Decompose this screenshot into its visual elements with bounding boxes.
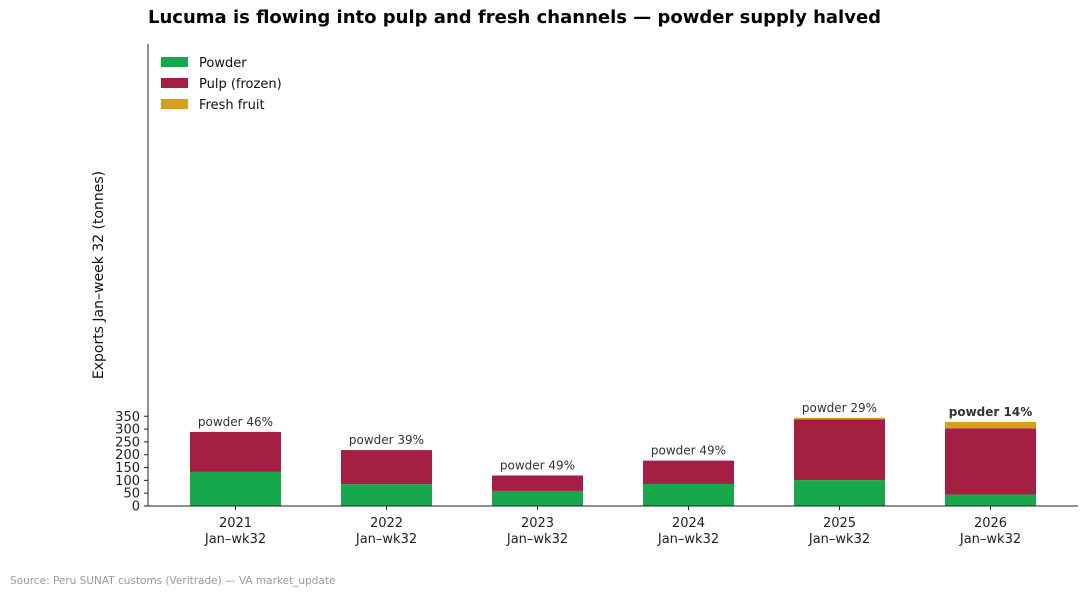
bar-segment-fresh-2025 — [794, 417, 885, 420]
bar-segment-powder-2023 — [492, 490, 583, 506]
y-tick-label: 100 — [115, 474, 140, 489]
y-tick-label: 50 — [123, 487, 140, 502]
bar-annotation-2026: powder 14% — [949, 405, 1032, 419]
legend: Powder Pulp (frozen) Fresh fruit — [161, 56, 282, 113]
x-tick-label-year: 2023 — [521, 516, 554, 531]
bar-annotation-2025: powder 29% — [802, 401, 877, 415]
x-tick-label-year: 2022 — [370, 516, 403, 531]
bar-annotation-2023: powder 49% — [500, 458, 575, 472]
bar-segment-pulp-2024 — [643, 460, 734, 484]
x-tick-label-period: Jan–wk32 — [506, 532, 568, 547]
source-note: Source: Peru SUNAT customs (Veritrade) —… — [10, 575, 336, 587]
legend-label-pulp: Pulp (frozen) — [199, 77, 282, 92]
x-tick-label-period: Jan–wk32 — [808, 532, 870, 547]
bar-annotation-2024: powder 49% — [651, 444, 726, 458]
x-tick-label-period: Jan–wk32 — [657, 532, 719, 547]
bar-annotation-2021: powder 46% — [198, 415, 273, 429]
y-axis-label: Exports Jan–week 32 (tonnes) — [91, 171, 107, 379]
y-tick-label: 0 — [132, 500, 140, 515]
bar-segment-pulp-2021 — [190, 431, 281, 472]
bar-annotation-2022: powder 39% — [349, 433, 424, 447]
y-tick-label: 200 — [115, 448, 140, 463]
x-tick-label-year: 2024 — [672, 516, 705, 531]
y-tick-label: 300 — [115, 423, 140, 438]
bar-segment-powder-2021 — [190, 471, 281, 506]
legend-swatch-powder — [161, 57, 188, 67]
bar-segment-fresh-2026 — [945, 421, 1036, 429]
axes-layer: 2021Jan–wk322022Jan–wk322023Jan–wk322024… — [115, 44, 1078, 547]
bars-layer — [190, 417, 1036, 506]
bar-segment-powder-2024 — [643, 483, 734, 506]
x-tick-label-period: Jan–wk32 — [959, 532, 1021, 547]
legend-swatch-fresh — [161, 99, 188, 109]
x-tick-label-year: 2025 — [823, 516, 856, 531]
legend-label-powder: Powder — [199, 56, 247, 71]
y-tick-label: 150 — [115, 461, 140, 476]
bar-segment-pulp-2025 — [794, 419, 885, 481]
legend-swatch-pulp — [161, 78, 188, 88]
y-tick-label: 350 — [115, 410, 140, 425]
bar-segment-powder-2022 — [341, 484, 432, 506]
x-tick-label-year: 2021 — [219, 516, 252, 531]
bar-segment-powder-2025 — [794, 480, 885, 506]
legend-label-fresh: Fresh fruit — [199, 98, 265, 113]
bar-segment-pulp-2026 — [945, 428, 1036, 495]
annotations-layer: powder 46% powder 39% powder 49% powder 49%… — [198, 401, 1032, 473]
chart-title: Lucuma is flowing into pulp and fresh ch… — [148, 7, 882, 28]
bar-segment-powder-2026 — [945, 494, 1036, 506]
x-tick-label-period: Jan–wk32 — [204, 532, 266, 547]
bar-segment-pulp-2022 — [341, 450, 432, 485]
y-tick-label: 250 — [115, 435, 140, 450]
x-tick-label-year: 2026 — [974, 516, 1007, 531]
bar-segment-pulp-2023 — [492, 475, 583, 491]
x-tick-label-period: Jan–wk32 — [355, 532, 417, 547]
